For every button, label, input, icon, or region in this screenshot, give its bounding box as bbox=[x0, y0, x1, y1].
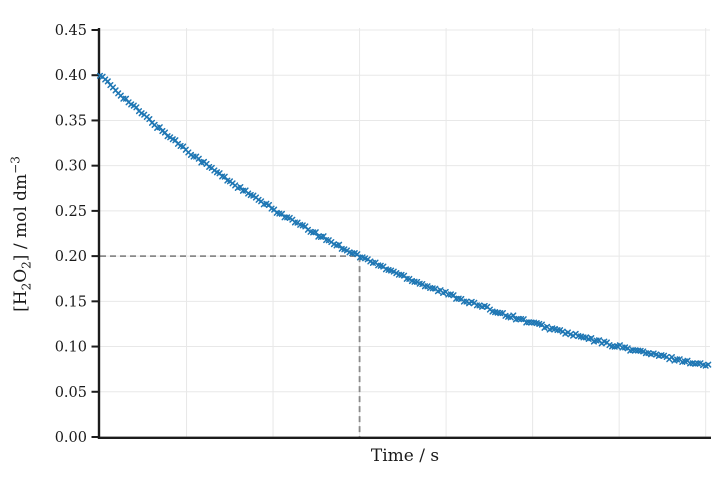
data-point-x-marker bbox=[510, 312, 517, 319]
data-series-h2o2 bbox=[96, 72, 712, 369]
y-tick-label: 0.10 bbox=[55, 340, 87, 356]
y-axis-label-part: [H bbox=[11, 290, 32, 312]
data-point-x-marker bbox=[146, 116, 153, 123]
data-point-x-marker bbox=[237, 183, 244, 191]
data-point-x-marker bbox=[195, 155, 202, 162]
y-axis-label: [H2O2] / mol dm−3 bbox=[8, 156, 33, 312]
y-tick-label: 0.40 bbox=[55, 68, 87, 84]
data-point-x-marker bbox=[705, 361, 712, 368]
data-point-x-marker bbox=[156, 124, 163, 131]
data-point-x-marker bbox=[221, 173, 228, 180]
data-point-x-marker bbox=[133, 104, 140, 111]
y-axis-label-part: 2 bbox=[19, 261, 34, 269]
data-point-x-marker bbox=[312, 229, 319, 236]
data-point-x-marker bbox=[336, 241, 343, 248]
y-axis-label-part: ] / mol dm bbox=[11, 173, 32, 262]
data-point-x-marker bbox=[320, 233, 327, 240]
x-axis-label: Time / s bbox=[370, 446, 440, 466]
y-tick-label: 0.00 bbox=[55, 430, 87, 446]
y-axis-label-part: O bbox=[11, 268, 32, 283]
y-tick-label: 0.05 bbox=[55, 385, 87, 401]
y-tick-label: 0.30 bbox=[55, 159, 87, 175]
y-tick-label: 0.15 bbox=[55, 294, 87, 310]
y-tick-label: 0.35 bbox=[55, 113, 87, 129]
y-tick-label: 0.45 bbox=[55, 23, 87, 39]
data-point-x-marker bbox=[104, 78, 111, 85]
y-axis-label-part: −3 bbox=[8, 156, 23, 174]
y-tick-label: 0.20 bbox=[55, 249, 87, 265]
y-axis-label-part: 2 bbox=[19, 282, 34, 291]
y-tick-label: 0.25 bbox=[55, 204, 87, 220]
